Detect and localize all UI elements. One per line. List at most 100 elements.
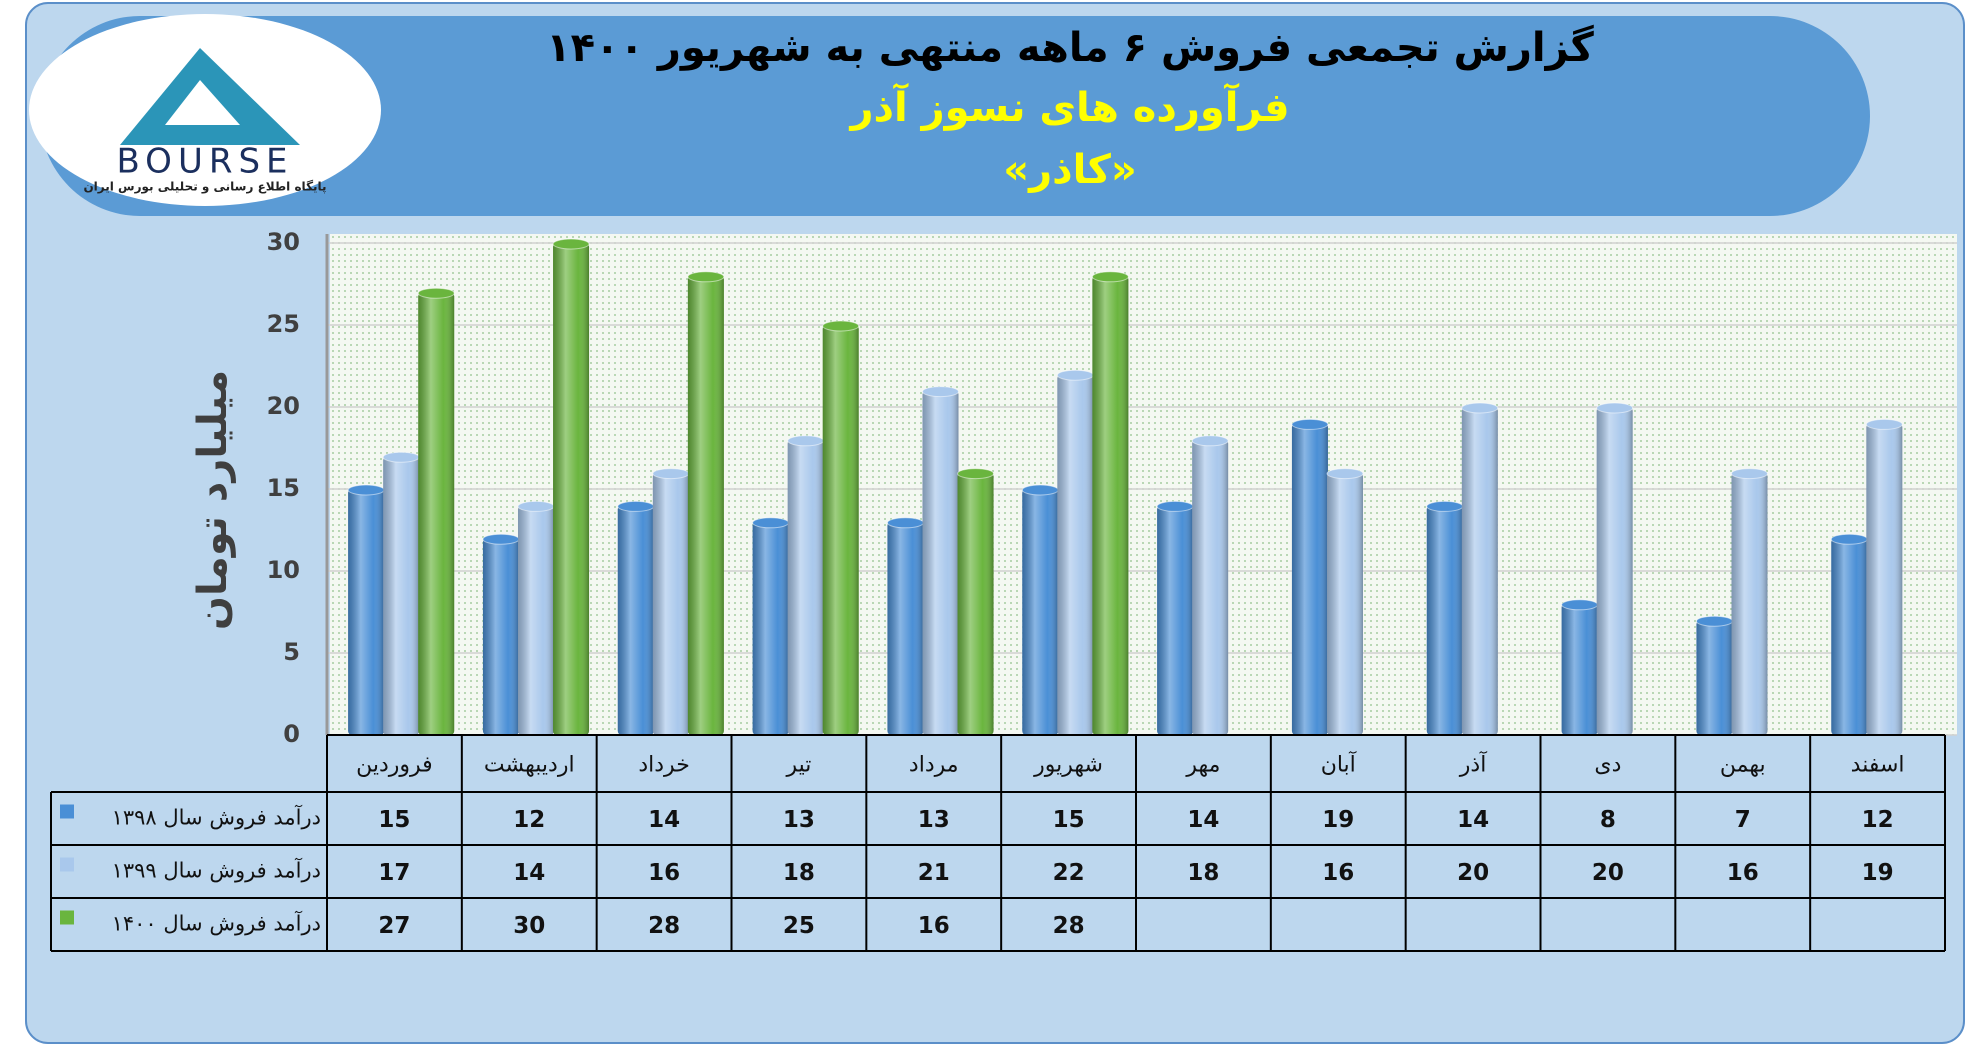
logo-tagline: پایگاه اطلاع رسانی و تحلیلی بورس ایران	[83, 180, 326, 195]
y-tick-label: 20	[267, 392, 300, 420]
logo-name: BOURSE	[116, 142, 293, 182]
x-tick-label: اسفند	[1851, 753, 1905, 778]
bar-cap	[482, 533, 520, 545]
x-tick-label: آذر	[1459, 751, 1487, 778]
bar-cap	[687, 271, 725, 283]
table-value: 18	[783, 860, 815, 886]
bar	[1192, 439, 1229, 735]
bar	[553, 243, 590, 735]
bar-cap	[1561, 599, 1599, 611]
bar-cap	[1191, 435, 1229, 447]
plot-area	[330, 234, 1957, 735]
bar	[957, 472, 994, 735]
bar	[1291, 423, 1328, 735]
bar-cap	[1091, 271, 1129, 283]
bar-cap	[552, 238, 590, 250]
bar	[617, 505, 654, 735]
annotation: «کاذر»	[1003, 147, 1137, 193]
x-tick-label: بهمن	[1720, 753, 1766, 778]
header-banner	[40, 16, 1870, 216]
x-tick-label: خرداد	[638, 753, 689, 778]
table-value: 20	[1592, 860, 1624, 886]
table-value: 7	[1735, 807, 1751, 833]
x-tick-label: مرداد	[909, 753, 959, 778]
bar	[1092, 275, 1129, 735]
table-value: 18	[1187, 860, 1219, 886]
bar-cap	[1865, 418, 1903, 430]
table-value: 13	[783, 807, 815, 833]
table-value: 16	[918, 913, 950, 939]
x-tick-label: دی	[1594, 753, 1621, 778]
bar	[383, 456, 420, 735]
table-value: 20	[1457, 860, 1489, 886]
bar-cap	[417, 287, 455, 299]
bar	[1596, 407, 1633, 735]
table-value: 12	[513, 807, 545, 833]
table-value: 27	[378, 913, 410, 939]
bar-cap	[1730, 468, 1768, 480]
table-value: 14	[648, 807, 680, 833]
chart-title: گزارش تجمعی فروش ۶ ماهه منتهی به شهریور …	[546, 24, 1594, 71]
bar	[1731, 472, 1768, 735]
bar-cap	[1326, 468, 1364, 480]
bar	[887, 521, 924, 735]
table-value: 15	[1053, 807, 1085, 833]
table-value: 15	[378, 807, 410, 833]
table-value: 19	[1322, 807, 1354, 833]
bar	[1157, 505, 1194, 735]
bar	[652, 472, 689, 735]
bar	[1696, 620, 1733, 735]
y-tick-label: 25	[267, 310, 300, 338]
x-tick-label: شهریور	[1033, 753, 1103, 778]
table-value: 12	[1862, 807, 1894, 833]
table-value: 28	[1053, 913, 1085, 939]
bar-cap	[1056, 369, 1094, 381]
bar	[1461, 407, 1498, 735]
y-axis-label: میلیارد تومان	[190, 370, 236, 630]
bar	[787, 439, 824, 735]
bar	[517, 505, 554, 735]
bar-cap	[752, 517, 790, 529]
table-value: 13	[918, 807, 950, 833]
bar-cap	[1596, 402, 1634, 414]
legend-swatch	[60, 857, 74, 872]
bar	[1326, 472, 1363, 735]
bar-cap	[921, 386, 959, 398]
table-value: 16	[1727, 860, 1759, 886]
bar	[482, 538, 519, 735]
table-value: 25	[783, 913, 815, 939]
bar	[687, 275, 724, 735]
table-value: 14	[1187, 807, 1219, 833]
table-value: 8	[1600, 807, 1616, 833]
x-tick-label: آبان	[1321, 751, 1357, 778]
bar-cap	[1830, 533, 1868, 545]
bar-cap	[957, 468, 995, 480]
bar-cap	[1291, 418, 1329, 430]
bar	[1022, 489, 1059, 735]
y-tick-label: 5	[283, 638, 300, 666]
bar-cap	[517, 500, 555, 512]
bar-cap	[347, 484, 385, 496]
bar	[418, 292, 455, 735]
table-value: 22	[1053, 860, 1085, 886]
bar	[1426, 505, 1463, 735]
table-value: 14	[1457, 807, 1489, 833]
table-value: 17	[378, 860, 410, 886]
bar-cap	[617, 500, 655, 512]
y-tick-label: 15	[267, 474, 300, 502]
y-tick-label: 10	[267, 556, 300, 584]
legend-label: درآمد فروش سال ۱۳۹۸	[112, 805, 321, 830]
table-value: 30	[513, 913, 545, 939]
bar-cap	[1695, 615, 1733, 627]
bar-cap	[1156, 500, 1194, 512]
bar	[1561, 603, 1598, 735]
bar-cap	[886, 517, 924, 529]
table-value: 14	[513, 860, 545, 886]
bar	[1831, 538, 1868, 735]
table-value: 28	[648, 913, 680, 939]
chart-subtitle: فرآورده های نسوز آذر	[848, 82, 1289, 131]
bar	[822, 325, 859, 735]
legend-swatch	[60, 910, 74, 925]
bar	[922, 390, 959, 735]
